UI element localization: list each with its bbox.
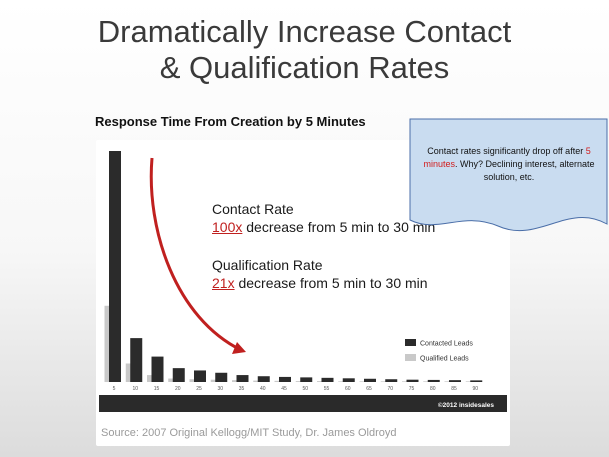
contacted-bar-20 (172, 368, 185, 382)
legend-label: Qualified Leads (420, 356, 469, 363)
contact-rate-factor: 100x (212, 219, 243, 235)
callout-text: Contact rates significantly drop off aft… (410, 145, 608, 184)
x-tick-label: 5 (113, 386, 116, 392)
contacted-bar-80 (427, 379, 440, 382)
x-tick-label: 85 (451, 386, 457, 392)
x-tick-label: 55 (324, 386, 330, 392)
qualification-rate-annotation: Qualification Rate 21x decrease from 5 m… (212, 256, 428, 292)
contact-rate-annotation: Contact Rate 100x decrease from 5 min to… (212, 200, 435, 236)
x-tick-label: 30 (217, 386, 223, 392)
legend-swatch (405, 354, 416, 361)
contacted-bar-85 (449, 380, 461, 382)
x-tick-label: 25 (196, 386, 202, 392)
title-line-1: Dramatically Increase Contact (97, 14, 512, 49)
title-line-2: & Qualification Rates (159, 50, 450, 85)
contacted-bar-65 (364, 378, 376, 382)
chart-subtitle: Response Time From Creation by 5 Minutes (95, 114, 366, 129)
x-tick-label: 40 (260, 386, 266, 392)
contacted-bar-55 (321, 377, 334, 382)
slide-title: Dramatically Increase Contact & Qualific… (0, 14, 609, 86)
contacted-bar-10 (130, 338, 143, 382)
x-tick-label: 35 (239, 386, 245, 392)
contacted-bar-40 (257, 376, 270, 382)
contacted-bar-60 (342, 378, 355, 382)
x-tick-label: 50 (302, 386, 308, 392)
contacted-bar-90 (470, 380, 483, 382)
x-tick-label: 75 (409, 386, 415, 392)
x-tick-label: 80 (430, 386, 436, 392)
chart-footer-bar (99, 395, 507, 412)
qualification-rate-line: 21x decrease from 5 min to 30 min (212, 274, 428, 292)
qualification-rate-text: decrease from 5 min to 30 min (234, 275, 428, 291)
contacted-bar-30 (215, 372, 228, 382)
callout-highlight: 5 minutes (423, 146, 591, 169)
qualification-rate-heading: Qualification Rate (212, 257, 323, 273)
callout-text-pre: Contact rates significantly drop off aft… (427, 146, 586, 156)
insidesales-logo: ©2012 insidesales (438, 401, 494, 409)
x-tick-label: 60 (345, 386, 351, 392)
x-tick-label: 65 (366, 386, 372, 392)
contacted-bar-15 (151, 356, 164, 382)
x-tick-label: 45 (281, 386, 287, 392)
response-time-chart: 5 10 15 20 25 30 35 40 45 50 55 60 65 70 75 80 85 90 ©201… (99, 151, 507, 439)
legend-label: Contacted Leads (420, 341, 473, 348)
contacted-bar-75 (406, 379, 419, 382)
contact-rate-text: decrease from 5 min to 30 min (242, 219, 436, 235)
contacted-bar-70 (385, 379, 398, 382)
contacted-bar-5 (109, 151, 121, 382)
x-tick-label: 70 (387, 386, 393, 392)
contact-rate-line: 100x decrease from 5 min to 30 min (212, 218, 435, 236)
decline-arrow (149, 157, 242, 352)
contacted-bar-25 (194, 370, 206, 382)
contact-rate-heading: Contact Rate (212, 201, 294, 217)
callout-box (409, 118, 608, 232)
contacted-bar-35 (236, 375, 249, 382)
x-tick-label: 10 (132, 386, 138, 392)
x-tick-label: 15 (154, 386, 160, 392)
x-tick-label: 20 (175, 386, 181, 392)
source-note: Source: 2007 Original Kellogg/MIT Study,… (101, 427, 397, 439)
callout-text-post: . Why? Declining interest, alternate sol… (454, 159, 595, 182)
legend-swatch (405, 339, 416, 346)
qualification-rate-factor: 21x (212, 275, 235, 291)
x-tick-label: 90 (472, 386, 478, 392)
contacted-bar-45 (279, 376, 291, 382)
contacted-bar-50 (300, 377, 313, 382)
decline-arrowhead (232, 342, 246, 354)
